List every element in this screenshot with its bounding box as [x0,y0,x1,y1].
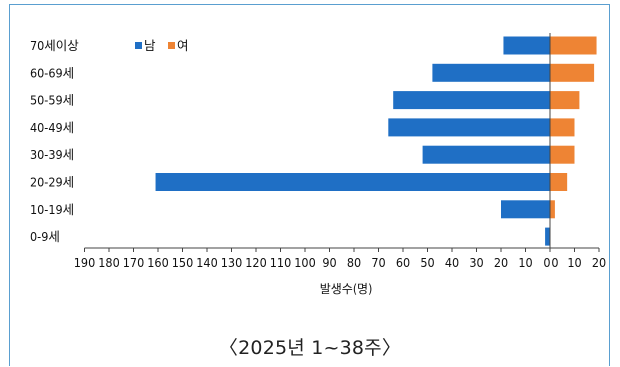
bar-female-5 [550,173,568,191]
bar-male-6 [501,200,550,219]
category-label: 70세이상 [30,38,79,53]
bar-male-7 [545,227,550,246]
x-tick-label: 70 [371,255,385,270]
bar-female-2 [550,91,580,110]
x-tick-label: 0 [551,255,558,270]
x-tick-label: 150 [172,255,193,270]
x-tick-label: 100 [294,255,315,270]
x-tick-label: 80 [347,255,361,270]
legend-swatch-male [135,42,142,49]
figure-caption: 〈2025년 1~38주〉 [218,337,402,359]
x-tick-label: 20 [592,255,606,270]
category-label: 50-59세 [30,93,74,108]
bars-layer [155,36,597,246]
x-tick-label: 130 [221,255,242,270]
category-label: 0-9세 [30,229,60,244]
x-tick-label: 120 [245,255,266,270]
x-tick-label: 10 [518,255,532,270]
category-label: 60-69세 [30,65,74,80]
x-tick-label: 190 [74,255,95,270]
x-tick-label: 170 [123,255,144,270]
x-tick-label: 40 [445,255,459,270]
x-axis-title: 발생수(명) [320,282,373,296]
x-tick-label: 20 [494,255,508,270]
x-tick-label: 50 [420,255,434,270]
bar-male-5 [155,173,551,191]
legend-swatch-female [168,42,175,49]
bar-male-4 [422,145,550,164]
bar-male-1 [432,63,550,82]
bar-male-3 [388,118,550,137]
category-label: 40-49세 [30,120,74,135]
figure-frame [9,4,610,366]
bar-male-2 [393,91,550,110]
axes-layer: 70세이상 60-69세 50-59세 40-49세 30-39세 20-29세 10-19… [30,33,606,296]
bar-female-4 [550,145,575,164]
bar-female-1 [550,63,595,82]
x-tick-label: 60 [396,255,410,270]
bar-female-6 [550,200,555,219]
x-tick-label: 180 [98,255,119,270]
x-tick-label: 90 [322,255,336,270]
x-tick-label: 110 [270,255,291,270]
bar-female-0 [550,36,597,55]
bar-male-0 [503,36,550,55]
bar-female-3 [550,118,575,137]
category-label: 20-29세 [30,175,74,190]
x-tick-label: 0 [543,255,550,270]
category-label: 10-19세 [30,202,74,217]
category-label: 30-39세 [30,147,74,162]
bar-chart: 70세이상 60-69세 50-59세 40-49세 30-39세 20-29세 10-19… [30,33,606,296]
x-tick-label: 10 [567,255,581,270]
legend-label-male: 남 [144,38,156,53]
x-tick-label: 140 [196,255,217,270]
x-tick-label: 160 [147,255,168,270]
x-tick-label: 30 [469,255,483,270]
legend-label-female: 여 [177,38,189,53]
